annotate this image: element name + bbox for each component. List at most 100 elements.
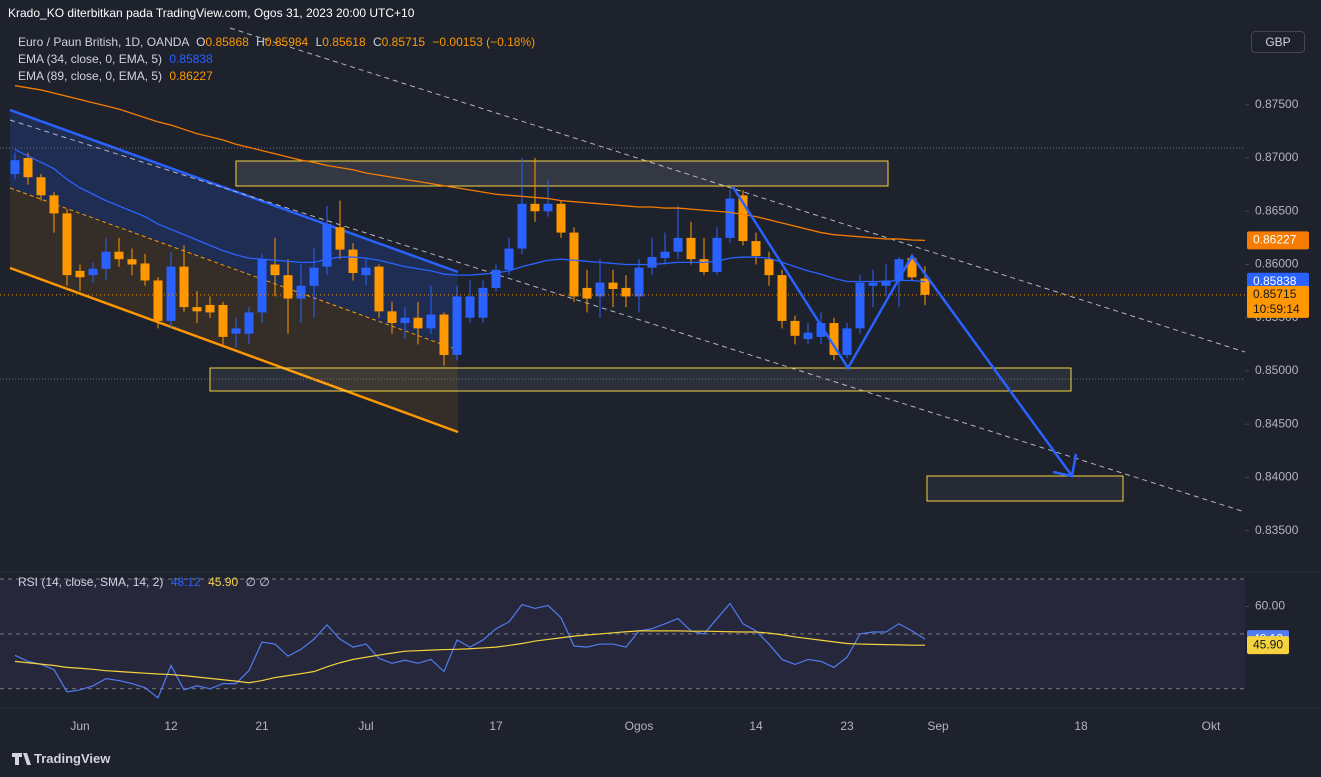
ohlc-letter: L	[315, 35, 323, 49]
ohlc-letter: O	[196, 35, 206, 49]
countdown-label: 10:59:14	[1253, 302, 1300, 316]
line	[14, 602, 926, 699]
candle-body	[699, 259, 709, 272]
candle-body	[465, 296, 475, 318]
candle-body	[127, 259, 137, 265]
candle-body	[283, 275, 293, 299]
legend-name: EMA (89, close, 0, EMA, 5)	[18, 69, 163, 83]
candle-body	[244, 312, 254, 334]
y-tick-label: 0.87000	[1255, 150, 1299, 164]
candle-body	[426, 314, 436, 329]
candle-body	[569, 232, 579, 297]
line	[14, 630, 925, 684]
candle-body	[673, 237, 683, 252]
legend-value: 0.86227	[169, 69, 213, 83]
x-tick-label: Jul	[358, 719, 373, 733]
ohlc-value: 0.85715	[381, 35, 426, 49]
currency-button[interactable]: GBP	[1251, 31, 1305, 53]
candle-body	[270, 264, 280, 276]
legend-extra: ∅ ∅	[245, 575, 270, 589]
candle-body	[530, 203, 540, 212]
candle-body	[868, 282, 878, 286]
candle-body	[231, 328, 241, 334]
ohlc-value: 0.85618	[322, 35, 366, 49]
projection-arrowhead	[1052, 453, 1078, 478]
zone	[926, 475, 1124, 502]
candle-body	[218, 304, 228, 337]
candle-body	[374, 266, 384, 312]
candle-body	[621, 287, 631, 297]
marks	[0, 85, 1245, 699]
series-price-label-box	[1247, 231, 1309, 250]
zone	[209, 367, 1072, 392]
candle-body	[751, 241, 761, 256]
candle-body	[595, 282, 605, 297]
ohlc-letter: H	[256, 35, 265, 49]
current-price-label: 0.85715	[1253, 287, 1297, 301]
x-tick-label: Okt	[1202, 719, 1221, 733]
candle-body	[49, 195, 59, 214]
candle-body	[400, 317, 410, 324]
y-tick-label: 0.83500	[1255, 523, 1299, 537]
candle-body	[452, 296, 462, 355]
channel-fill-upper	[10, 110, 458, 350]
candle-body	[101, 251, 111, 269]
candle-body	[296, 285, 306, 299]
y-tick-label: 0.86500	[1255, 203, 1299, 217]
current-price-box	[1247, 285, 1309, 318]
candle-body	[439, 314, 449, 355]
candle-body	[543, 203, 553, 212]
candle-body	[179, 266, 189, 308]
candle-body	[62, 213, 72, 276]
rsi-value-box	[1247, 636, 1289, 655]
legend-ema89: EMA (89, close, 0, EMA, 5) 0.86227	[18, 69, 213, 83]
candle-body	[712, 237, 722, 272]
ohlc-value: 0.85984	[264, 35, 309, 49]
candle-body	[881, 280, 891, 286]
candle-body	[517, 203, 527, 249]
projection-path	[731, 186, 1074, 477]
candle-body	[205, 304, 215, 313]
x-tick-label: 18	[1074, 719, 1088, 733]
candle-body	[88, 268, 98, 276]
candle-body	[777, 275, 787, 321]
trend-line-upper	[229, 27, 1246, 353]
x-tick-label: 21	[255, 719, 269, 733]
candle-body	[660, 251, 670, 259]
candle-body	[803, 332, 813, 340]
series-price-label: 0.86227	[1253, 233, 1297, 247]
symbol-title: Euro / Paun British, 1D, OANDA	[18, 35, 189, 49]
ohlc-letter: C	[373, 35, 382, 49]
candle-body	[387, 311, 397, 324]
publisher-header: Krado_KO diterbitkan pada TradingView.co…	[8, 6, 415, 20]
x-tick-label: Jun	[70, 719, 89, 733]
candle-body	[361, 267, 371, 276]
channel-fill-lower	[10, 188, 458, 432]
candle-body	[686, 237, 696, 260]
ohlc-value: 0.85868	[205, 35, 249, 49]
legend-main: Euro / Paun British, 1D, OANDA O0.85868 …	[18, 35, 535, 49]
rsi-value-label: 45.90	[1253, 637, 1283, 651]
footer-bar	[0, 745, 1321, 777]
candle-body	[36, 177, 46, 196]
candle-body	[335, 227, 345, 250]
candle-body	[75, 270, 85, 278]
candle-body	[10, 160, 20, 175]
line	[14, 148, 926, 283]
y-tick-label: 0.84000	[1255, 470, 1299, 484]
x-tick-label: 14	[749, 719, 763, 733]
candle-body	[23, 158, 33, 178]
x-tick-label: Sep	[927, 719, 949, 733]
legend-value: 48.12	[170, 575, 201, 589]
candle-body	[153, 280, 163, 321]
candle-body	[257, 259, 267, 313]
legend-ema34: EMA (34, close, 0, EMA, 5) 0.85838	[18, 52, 213, 66]
zone	[235, 160, 889, 187]
legend-value: 0.85838	[169, 52, 213, 66]
x-tick-label: 12	[164, 719, 178, 733]
legend-name: EMA (34, close, 0, EMA, 5)	[18, 52, 163, 66]
channel-mid	[9, 187, 459, 351]
candle-body	[829, 323, 839, 355]
candle-body	[894, 259, 904, 281]
